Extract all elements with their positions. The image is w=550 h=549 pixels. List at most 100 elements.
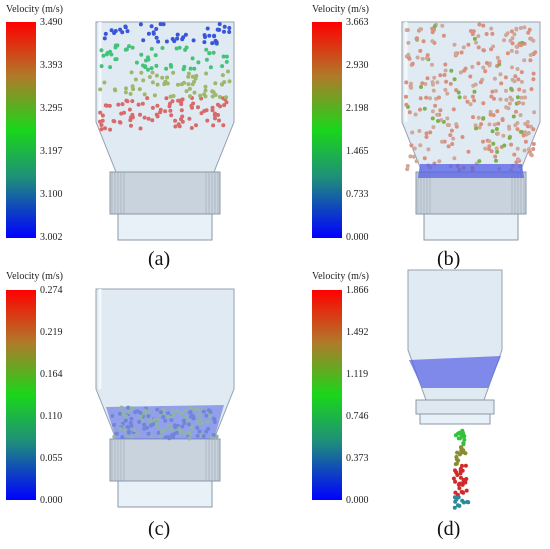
- particle: [142, 408, 147, 413]
- particle: [183, 47, 188, 52]
- particle: [139, 52, 144, 57]
- particle: [528, 53, 533, 57]
- hopper-outlet: [419, 413, 491, 425]
- particle: [449, 68, 454, 73]
- particle: [117, 411, 122, 416]
- particle: [226, 69, 230, 74]
- particle: [417, 129, 422, 133]
- particle: [507, 101, 512, 106]
- particle: [196, 412, 201, 417]
- particle: [504, 88, 508, 93]
- particle: [196, 408, 201, 413]
- particle: [152, 93, 157, 98]
- particle: [464, 488, 469, 493]
- particle: [454, 88, 459, 93]
- particle: [413, 112, 418, 117]
- particle: [430, 62, 434, 67]
- particle: [462, 68, 467, 73]
- particle: [448, 133, 453, 138]
- particle: [197, 429, 202, 434]
- particle: [123, 418, 128, 423]
- particle: [526, 30, 531, 35]
- particle: [457, 95, 462, 100]
- particle: [146, 31, 151, 36]
- colorbar-a: [6, 22, 36, 238]
- particle: [133, 77, 138, 82]
- particle: [406, 52, 411, 57]
- particle: [177, 45, 182, 50]
- particle: [146, 414, 151, 418]
- particle: [125, 29, 130, 34]
- caption-a: (a): [148, 248, 171, 270]
- particle: [481, 101, 486, 106]
- particle: [426, 147, 431, 152]
- particle: [459, 50, 464, 55]
- particle: [527, 27, 532, 32]
- particle: [205, 26, 210, 31]
- particle: [437, 95, 441, 100]
- particle: [454, 455, 459, 459]
- particle: [474, 40, 478, 45]
- caption-b: (b): [437, 248, 461, 270]
- particle: [216, 113, 220, 117]
- particle: [154, 35, 159, 40]
- particle: [102, 80, 107, 85]
- particle: [191, 101, 196, 106]
- particle: [212, 34, 217, 39]
- particle: [456, 495, 461, 500]
- particle: [147, 75, 152, 79]
- particle: [533, 50, 538, 55]
- particle: [181, 35, 186, 40]
- particle: [471, 115, 475, 120]
- particle: [435, 80, 440, 85]
- particle: [146, 431, 151, 436]
- particle: [522, 148, 527, 153]
- particle: [172, 39, 177, 44]
- particle: [439, 118, 444, 123]
- particle: [154, 63, 159, 68]
- particle: [492, 96, 496, 101]
- tick-b-1: 2.930: [346, 60, 369, 71]
- tick-a-0: 3.490: [40, 17, 63, 28]
- particle: [440, 23, 445, 28]
- particle: [503, 75, 508, 80]
- particle: [404, 94, 408, 99]
- particle: [448, 81, 453, 86]
- tick-a-5: 3.002: [40, 232, 63, 243]
- particle: [163, 109, 168, 114]
- particle: [207, 51, 212, 56]
- particle: [129, 123, 133, 128]
- particle: [188, 405, 193, 410]
- particle: [195, 433, 200, 438]
- particle: [456, 436, 461, 441]
- particle: [205, 419, 210, 424]
- particle: [99, 64, 104, 69]
- particle: [218, 104, 223, 109]
- particle: [462, 437, 467, 442]
- particle: [412, 146, 417, 151]
- particle: [482, 48, 486, 53]
- tick-b-4: 0.733: [346, 189, 369, 200]
- tick-d-4: 0.373: [346, 453, 369, 464]
- hopper-neck: [415, 171, 527, 215]
- particle: [203, 84, 208, 89]
- particle: [198, 417, 202, 422]
- particle: [180, 429, 185, 434]
- particle: [510, 97, 514, 102]
- particle: [521, 133, 526, 138]
- particle: [190, 56, 195, 61]
- tick-b-0: 3.663: [346, 17, 369, 28]
- particle: [161, 415, 166, 419]
- particle: [122, 428, 127, 433]
- particle: [183, 414, 188, 419]
- tick-d-0: 1.866: [346, 285, 369, 296]
- particle: [457, 486, 462, 491]
- particle: [142, 115, 147, 120]
- particle: [510, 77, 515, 82]
- particle: [103, 103, 108, 108]
- particle: [452, 42, 457, 47]
- particle: [169, 113, 174, 118]
- packed-bed: [418, 164, 524, 178]
- particle: [218, 95, 222, 99]
- particle: [488, 112, 493, 117]
